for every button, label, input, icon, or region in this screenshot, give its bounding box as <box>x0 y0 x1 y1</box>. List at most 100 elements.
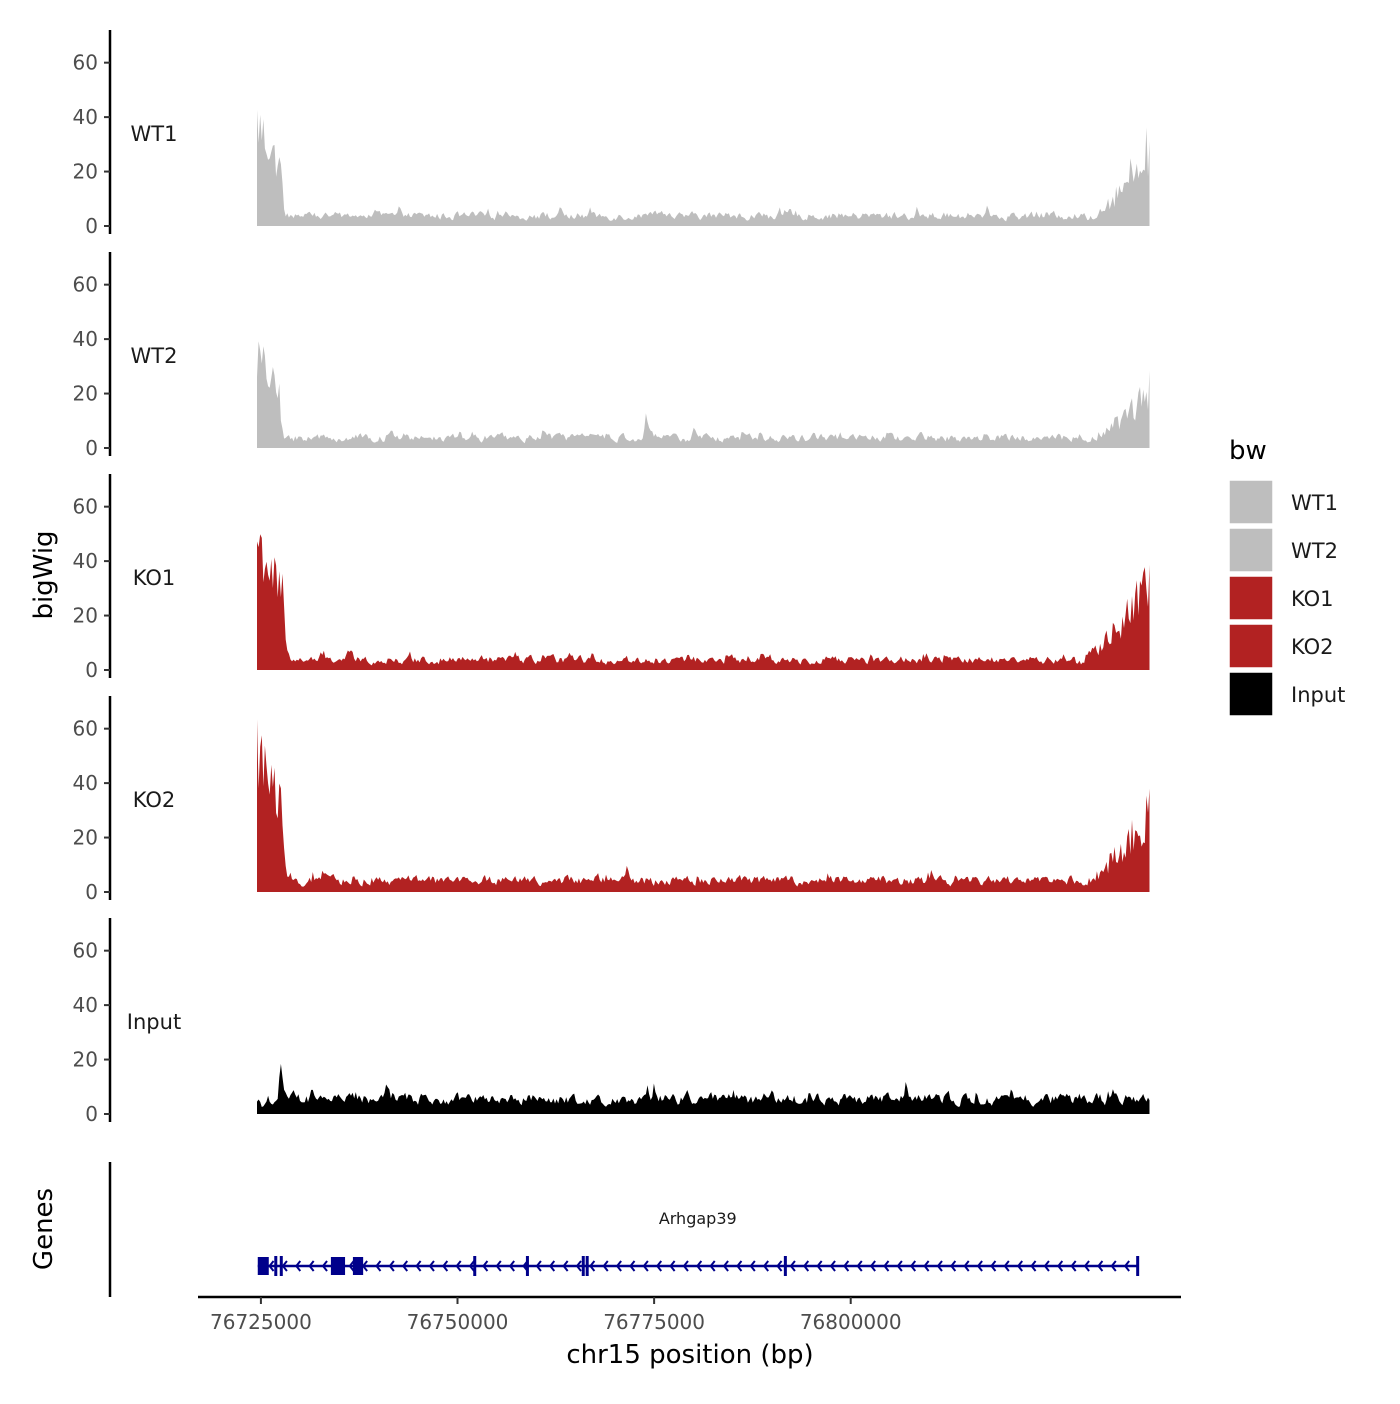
strand-arrow <box>709 1260 716 1272</box>
y-tick-label: 0 <box>85 214 98 238</box>
legend-label: WT2 <box>1291 539 1338 563</box>
genes-track-title: Genes <box>29 1188 59 1270</box>
legend-swatch <box>1228 623 1274 669</box>
strand-arrow <box>1110 1260 1117 1272</box>
legend-label: KO2 <box>1291 635 1334 659</box>
y-tick-label: 40 <box>73 771 98 795</box>
x-tick-label: 76800000 <box>800 1310 902 1334</box>
strand-arrow <box>482 1260 489 1272</box>
y-axis-title: bigWig <box>29 530 59 619</box>
legend-item-ko2: KO2 <box>1228 623 1334 669</box>
strand-arrow <box>696 1260 703 1272</box>
track-label: KO2 <box>133 788 176 812</box>
strand-arrow <box>428 1260 435 1272</box>
strand-arrow <box>615 1260 622 1272</box>
track-ko1: 0 20 40 60 KO1 <box>73 474 1150 682</box>
strand-arrow <box>816 1260 823 1272</box>
y-tick-label: 40 <box>73 549 98 573</box>
strand-arrow <box>776 1260 783 1272</box>
y-tick-label: 20 <box>73 160 98 184</box>
strand-arrow <box>562 1260 569 1272</box>
strand-arrow <box>682 1260 689 1272</box>
exon <box>1136 1256 1140 1276</box>
strand-arrow <box>321 1260 328 1272</box>
y-tick-label: 0 <box>85 1102 98 1126</box>
strand-arrow <box>602 1260 609 1272</box>
strand-arrow <box>415 1260 422 1272</box>
strand-arrow <box>669 1260 676 1272</box>
legend-item-wt2: WT2 <box>1228 527 1338 573</box>
strand-arrow <box>803 1260 810 1272</box>
strand-arrow <box>589 1260 596 1272</box>
exon <box>525 1256 529 1276</box>
legend-item-wt1: WT1 <box>1228 479 1338 525</box>
y-tick-label: 20 <box>73 382 98 406</box>
exon <box>279 1256 283 1276</box>
strand-arrow <box>295 1260 302 1272</box>
y-tick-label: 60 <box>73 939 98 963</box>
strand-arrow <box>829 1260 836 1272</box>
strand-arrow <box>909 1260 917 1272</box>
strand-arrow <box>1003 1260 1010 1272</box>
exon <box>274 1256 278 1276</box>
exon <box>783 1256 787 1276</box>
strand-arrow <box>468 1260 475 1272</box>
legend-label: WT1 <box>1291 491 1338 515</box>
legend-swatch <box>1228 575 1274 621</box>
strand-arrow <box>963 1260 970 1272</box>
strand-arrow <box>308 1260 315 1272</box>
y-tick-label: 60 <box>73 717 98 741</box>
x-axis: 76725000 76750000 76775000 76800000 <box>198 1295 1181 1334</box>
y-tick-label: 60 <box>73 51 98 75</box>
strand-arrow <box>1083 1260 1090 1272</box>
strand-arrow <box>789 1260 796 1272</box>
y-tick-label: 0 <box>85 436 98 460</box>
legend-swatch <box>1228 527 1274 573</box>
strand-arrow <box>1030 1260 1037 1272</box>
strand-arrow <box>1043 1260 1050 1272</box>
gene-track: Arhgap39 <box>108 1162 1140 1297</box>
exon <box>352 1257 364 1275</box>
strand-arrow <box>923 1260 930 1272</box>
strand-arrow <box>990 1260 997 1272</box>
strand-arrow <box>736 1260 743 1272</box>
exon <box>330 1257 346 1275</box>
strand-arrow <box>629 1260 636 1272</box>
signal-area-wt2 <box>257 341 1150 448</box>
signal-tracks: 0 20 40 60 WT1 0 20 40 60 WT2 0 20 40 60 KO1 0 20 40 60 KO2… <box>73 30 1150 1126</box>
x-tick-label: 76725000 <box>210 1310 312 1334</box>
gene-label: Arhgap39 <box>659 1209 737 1228</box>
strand-arrow <box>869 1260 876 1272</box>
track-label: WT1 <box>131 122 178 146</box>
y-tick-label: 20 <box>73 1048 98 1072</box>
y-tick-label: 20 <box>73 604 98 628</box>
strand-arrow <box>1123 1260 1130 1272</box>
legend: WT1 WT2 KO1 KO2 Input <box>1228 479 1345 717</box>
strand-arrow <box>495 1260 502 1272</box>
track-wt1: 0 20 40 60 WT1 <box>73 30 1150 238</box>
strand-arrow <box>856 1260 863 1272</box>
strand-arrow <box>575 1260 582 1272</box>
exon <box>585 1256 589 1276</box>
legend-swatch <box>1228 479 1274 525</box>
legend-swatch <box>1228 671 1274 717</box>
legend-item-input: Input <box>1228 671 1345 717</box>
strand-arrow <box>1057 1260 1064 1272</box>
strand-arrow <box>281 1260 288 1272</box>
strand-arrow <box>1097 1260 1104 1272</box>
y-tick-label: 0 <box>85 880 98 904</box>
strand-arrow <box>1070 1260 1077 1272</box>
y-tick-label: 40 <box>73 993 98 1017</box>
track-wt2: 0 20 40 60 WT2 <box>73 252 1150 460</box>
strand-arrow <box>375 1260 382 1272</box>
strand-arrow <box>1016 1260 1023 1272</box>
track-label: Input <box>127 1010 181 1034</box>
y-tick-label: 20 <box>73 826 98 850</box>
strand-arrow <box>762 1260 769 1272</box>
strand-arrow <box>722 1260 729 1272</box>
strand-arrow <box>388 1260 395 1272</box>
strand-arrow <box>655 1260 663 1272</box>
legend-title: bw <box>1229 436 1267 466</box>
gene-arhgap39: Arhgap39 <box>257 1209 1140 1276</box>
